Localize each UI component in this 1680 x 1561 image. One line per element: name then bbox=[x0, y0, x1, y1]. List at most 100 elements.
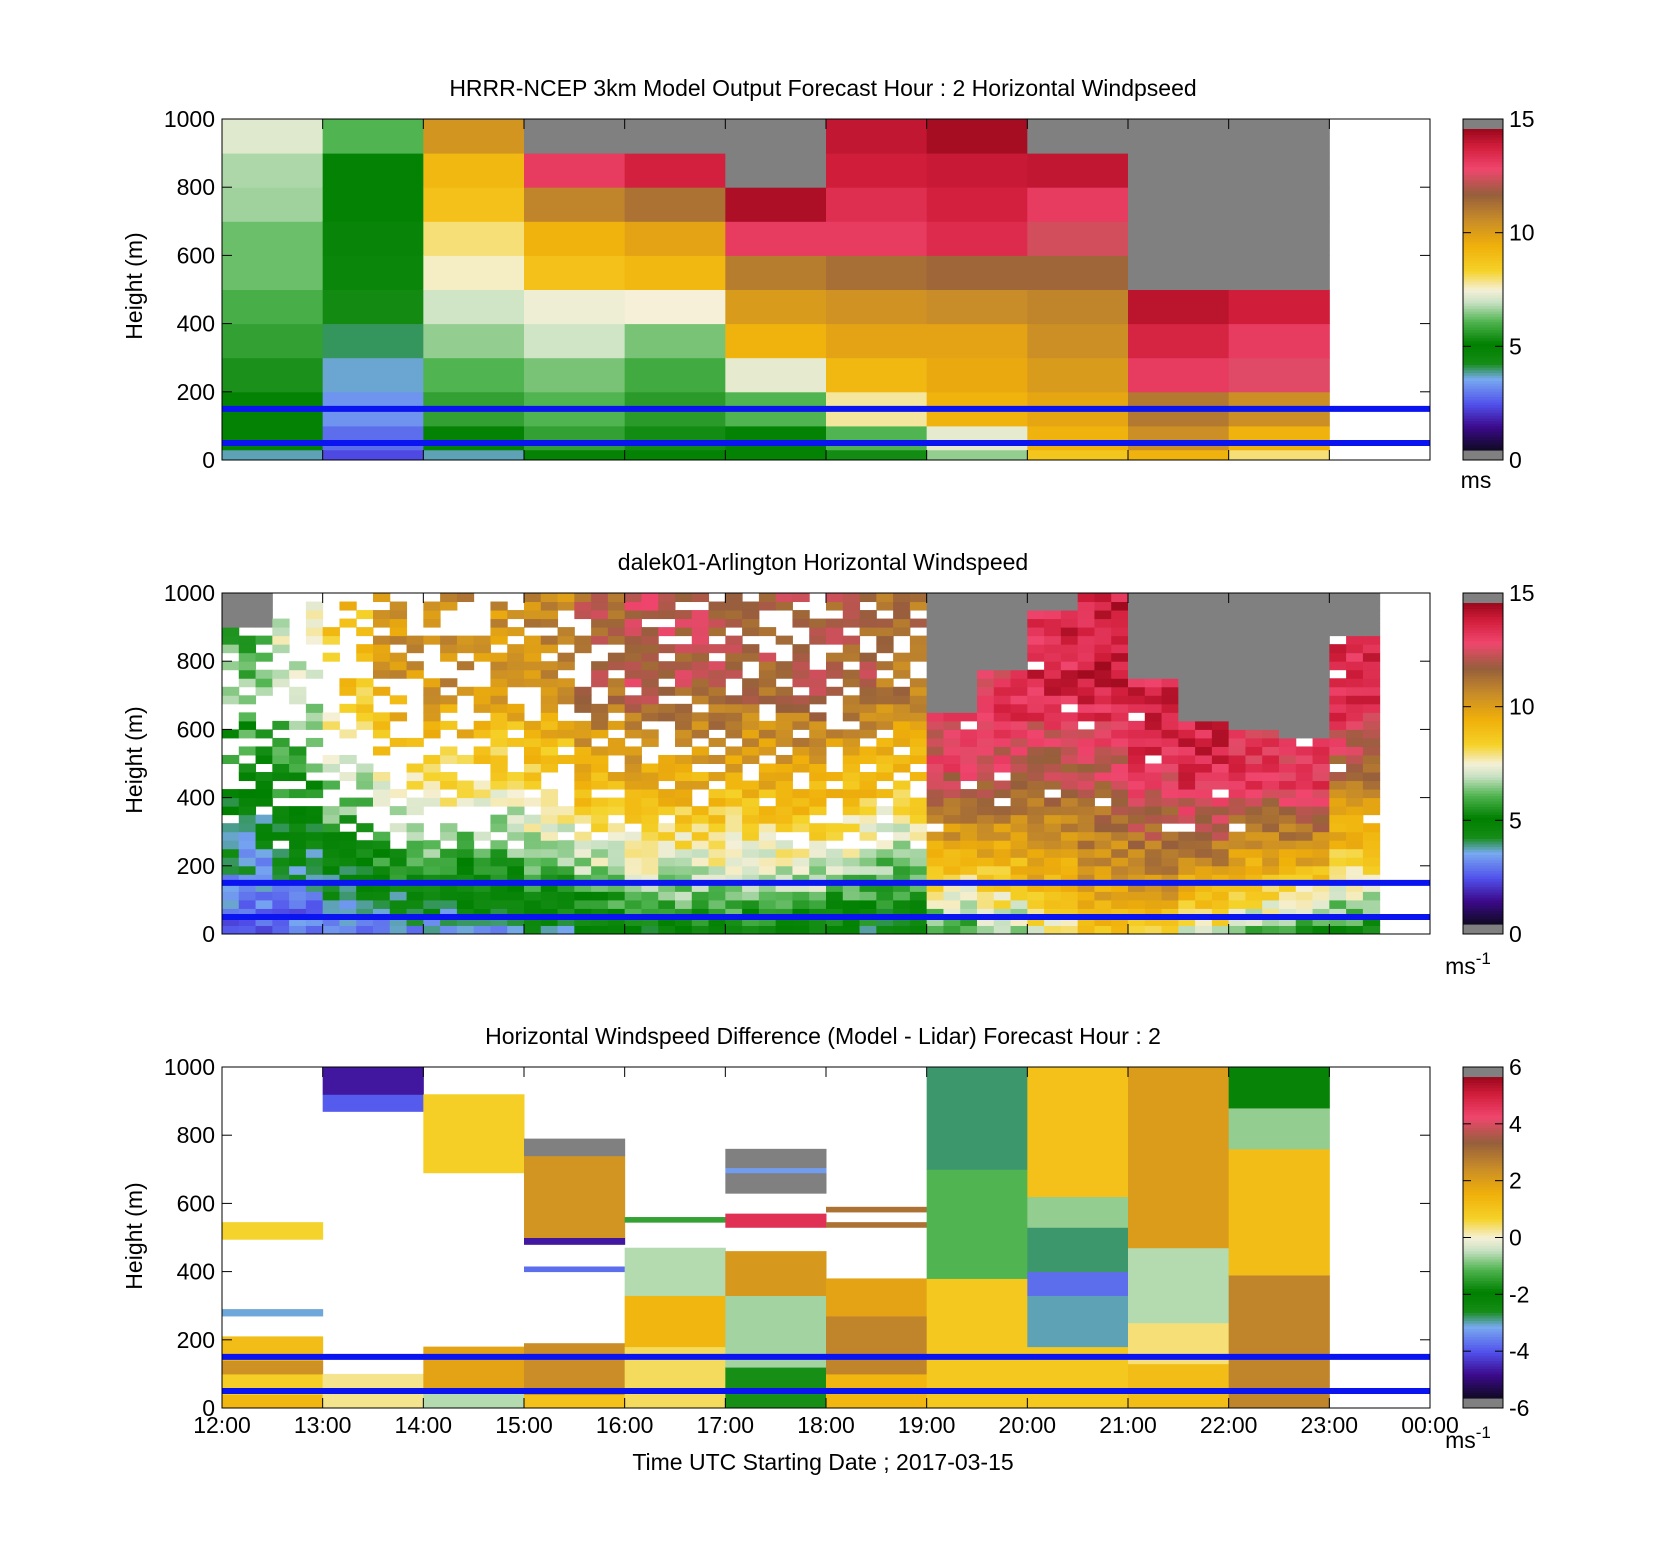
heatmap-cell bbox=[1228, 720, 1246, 730]
heatmap-cell bbox=[456, 754, 475, 764]
heatmap-cell bbox=[524, 601, 542, 611]
colorbar-swatch bbox=[1463, 611, 1503, 615]
heatmap-cell bbox=[574, 806, 592, 816]
heatmap-cell bbox=[490, 874, 508, 884]
heatmap-cell bbox=[1245, 754, 1263, 764]
colorbar-swatch bbox=[1463, 683, 1503, 687]
heatmap-cell bbox=[775, 806, 793, 816]
heatmap-cell bbox=[1346, 780, 1364, 790]
heatmap-cell bbox=[339, 916, 357, 926]
heatmap-cell bbox=[1312, 593, 1330, 603]
heatmap-cell bbox=[960, 857, 978, 867]
heatmap-cell bbox=[1312, 763, 1330, 773]
heatmap-cell bbox=[490, 891, 508, 901]
heatmap-cell bbox=[1060, 797, 1079, 807]
heatmap-cell bbox=[289, 720, 307, 730]
heatmap-cell bbox=[1228, 831, 1246, 841]
heatmap-cell bbox=[322, 899, 340, 909]
heatmap-cell bbox=[356, 720, 374, 730]
heatmap-cell bbox=[1346, 823, 1364, 833]
heatmap-cell bbox=[977, 806, 995, 816]
heatmap-cell bbox=[1144, 865, 1163, 875]
heatmap-cell bbox=[993, 601, 1012, 611]
heatmap-cell bbox=[389, 865, 408, 875]
heatmap-cell bbox=[540, 678, 559, 688]
heatmap-cell bbox=[1178, 712, 1196, 722]
heatmap-cell bbox=[1329, 831, 1347, 841]
heatmap-cell bbox=[842, 874, 861, 884]
heatmap-cell bbox=[960, 618, 978, 628]
heatmap-cell bbox=[1262, 695, 1280, 705]
heatmap-cell bbox=[658, 686, 676, 696]
heatmap-cell bbox=[993, 916, 1012, 926]
heatmap-cell bbox=[305, 737, 324, 747]
heatmap-cell bbox=[490, 652, 508, 662]
heatmap-cell bbox=[1295, 729, 1314, 739]
heatmap-cell bbox=[675, 754, 693, 764]
heatmap-cell bbox=[574, 737, 592, 747]
heatmap-cell bbox=[1362, 874, 1381, 884]
heatmap-cell bbox=[1027, 831, 1045, 841]
heatmap-cell bbox=[775, 789, 793, 799]
heatmap-cell bbox=[624, 661, 642, 671]
heatmap-cell bbox=[1178, 848, 1196, 858]
heatmap-cell bbox=[1111, 857, 1129, 867]
heatmap-cell bbox=[1245, 729, 1263, 739]
colorbar-swatch bbox=[1463, 1200, 1503, 1204]
heatmap-cell bbox=[1027, 678, 1045, 688]
colorbar-swatch bbox=[1463, 305, 1503, 309]
heatmap-cell bbox=[1178, 618, 1196, 628]
heatmap-cell bbox=[691, 891, 710, 901]
heatmap-cell bbox=[708, 703, 726, 713]
colorbar-swatch bbox=[1463, 1333, 1503, 1338]
heatmap-cell bbox=[1111, 840, 1129, 850]
heatmap-cell bbox=[859, 652, 877, 662]
heatmap-cell bbox=[507, 772, 525, 782]
heatmap-cell bbox=[826, 865, 844, 875]
heatmap-cell bbox=[322, 806, 340, 816]
heatmap-cell bbox=[1362, 678, 1381, 688]
heatmap-cell bbox=[574, 729, 592, 739]
heatmap-cell bbox=[1279, 669, 1297, 679]
heatmap-cell bbox=[389, 899, 408, 909]
heatmap-cell bbox=[993, 814, 1012, 824]
heatmap-cell bbox=[1060, 652, 1079, 662]
heatmap-cell bbox=[1211, 857, 1230, 867]
colorbar-swatch bbox=[1463, 736, 1503, 741]
heatmap-cell bbox=[859, 618, 877, 628]
heatmap-cell bbox=[775, 908, 793, 918]
heatmap-cell bbox=[456, 908, 475, 918]
heatmap-cell bbox=[1094, 772, 1112, 782]
heatmap-cell bbox=[725, 119, 827, 154]
colorbar-swatch bbox=[1463, 894, 1503, 898]
heatmap-cell bbox=[1195, 814, 1213, 824]
heatmap-cell bbox=[792, 865, 810, 875]
heatmap-cell bbox=[423, 797, 441, 807]
heatmap-cell bbox=[1010, 703, 1028, 713]
heatmap-cell bbox=[1346, 720, 1364, 730]
heatmap-cell bbox=[490, 899, 508, 909]
heatmap-cell bbox=[1111, 644, 1129, 654]
heatmap-cell bbox=[1228, 772, 1246, 782]
y-tick-label: 200 bbox=[177, 853, 215, 879]
heatmap-cell bbox=[1329, 848, 1347, 858]
heatmap-cell bbox=[641, 840, 659, 850]
heatmap-cell bbox=[1195, 806, 1213, 816]
y-tick-label: 800 bbox=[177, 648, 215, 674]
heatmap-cell bbox=[909, 908, 928, 918]
colorbar-swatch bbox=[1463, 265, 1503, 269]
colorbar-swatch bbox=[1463, 1291, 1503, 1295]
heatmap-cell bbox=[1161, 669, 1179, 679]
heatmap-cell bbox=[1094, 814, 1112, 824]
heatmap-cell bbox=[1195, 593, 1213, 603]
heatmap-cell bbox=[1010, 593, 1028, 603]
heatmap-cell bbox=[977, 686, 995, 696]
heatmap-cell bbox=[624, 857, 642, 867]
heatmap-cell bbox=[440, 601, 458, 611]
heatmap-cell bbox=[926, 618, 944, 628]
heatmap-cell bbox=[859, 908, 877, 918]
heatmap-cell bbox=[1228, 119, 1330, 154]
heatmap-cell bbox=[1010, 661, 1028, 671]
colorbar-swatch bbox=[1463, 155, 1503, 160]
